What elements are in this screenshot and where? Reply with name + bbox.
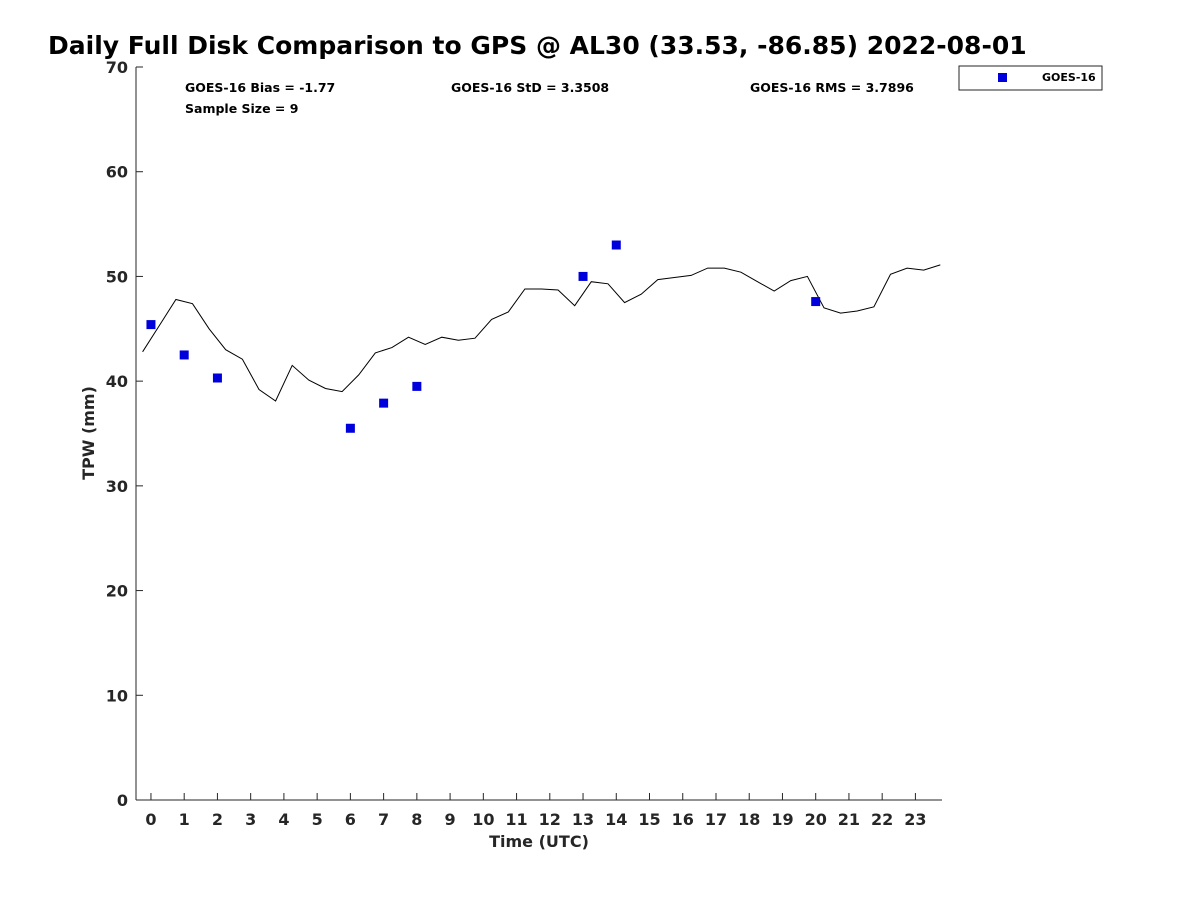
goes16-point [345,423,355,433]
goes16-point [146,320,156,330]
x-tick-label: 7 [378,810,389,829]
rms-stat: GOES-16 RMS = 3.7896 [750,80,914,95]
goes16-point [379,398,389,408]
x-tick-label: 20 [805,810,827,829]
goes16-point [212,373,222,383]
x-tick-label: 17 [705,810,727,829]
legend: GOES-16 [958,65,1103,91]
chart-title: Daily Full Disk Comparison to GPS @ AL30… [48,31,1027,60]
y-tick-label: 0 [117,791,128,810]
gps-series-line [142,264,941,402]
x-tick-label: 9 [445,810,456,829]
y-tick-label: 20 [106,582,128,601]
goes16-point [578,271,588,281]
x-tick-label: 6 [345,810,356,829]
bias-stat: GOES-16 Bias = -1.77 [185,80,335,95]
x-axis-label: Time (UTC) [489,832,589,851]
y-tick-label: 40 [106,372,128,391]
y-tick-label: 70 [106,58,128,77]
x-tick-label: 21 [838,810,860,829]
x-tick-label: 8 [411,810,422,829]
x-tick-label: 4 [278,810,289,829]
sample-size-stat: Sample Size = 9 [185,101,298,116]
y-tick-label: 10 [106,686,128,705]
x-ticks: 0 1 2 3 4 5 6 7 8 9 10 11 12 13 14 15 16 17 18 19 20 21 22 23 [145,793,927,829]
y-ticks: 0 10 20 30 40 50 60 70 [106,58,143,810]
x-tick-label: 22 [871,810,893,829]
y-tick-label: 30 [106,477,128,496]
y-tick-label: 50 [106,267,128,286]
goes16-point [811,297,821,307]
x-tick-label: 19 [771,810,793,829]
x-tick-label: 14 [605,810,627,829]
goes16-point [611,240,621,250]
x-tick-label: 12 [539,810,561,829]
plot-area [142,240,941,433]
stats-block: GOES-16 Bias = -1.77 GOES-16 StD = 3.350… [185,80,914,116]
x-tick-label: 0 [145,810,156,829]
x-tick-label: 16 [672,810,694,829]
y-axis-label: TPW (mm) [79,386,98,480]
legend-square-marker [998,73,1007,82]
legend-label-goes16: GOES-16 [1042,71,1096,84]
x-tick-label: 3 [245,810,256,829]
x-tick-label: 15 [638,810,660,829]
legend-box [958,65,1103,91]
goes16-point [179,350,189,360]
y-tick-label: 60 [106,163,128,182]
x-tick-label: 11 [505,810,527,829]
axes [135,67,942,801]
goes16-point [412,381,422,391]
x-tick-label: 18 [738,810,760,829]
x-tick-label: 10 [472,810,494,829]
x-tick-label: 5 [312,810,323,829]
x-tick-label: 2 [212,810,223,829]
x-tick-label: 1 [179,810,190,829]
goes16-points [146,240,821,433]
x-tick-label: 23 [904,810,926,829]
std-stat: GOES-16 StD = 3.3508 [451,80,609,95]
x-tick-label: 13 [572,810,594,829]
